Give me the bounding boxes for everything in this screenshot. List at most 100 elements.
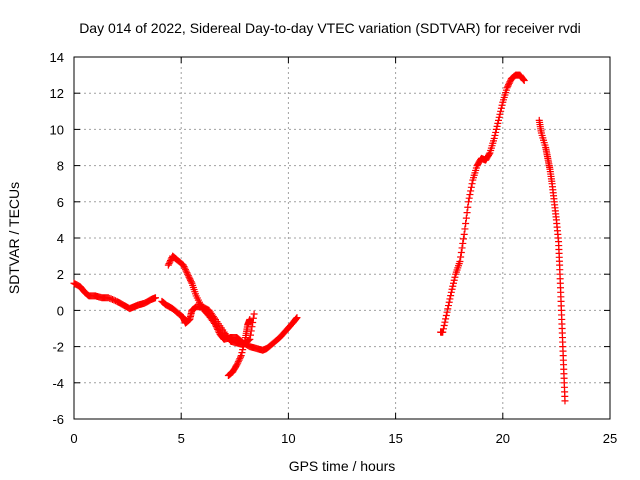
x-tick-label: 5 <box>178 431 185 446</box>
data-point <box>465 194 473 202</box>
x-axis-ticks: 0 5 10 15 20 25 <box>70 57 617 446</box>
data-point <box>492 128 500 136</box>
data-point <box>464 198 472 206</box>
series-segment-4 <box>224 315 254 380</box>
data-point <box>505 79 513 87</box>
data-point <box>213 324 221 332</box>
y-tick-label: -2 <box>52 340 64 355</box>
data-point <box>491 131 499 139</box>
data-point <box>450 276 458 284</box>
data-point <box>180 263 188 271</box>
data-point <box>184 272 192 280</box>
y-axis-label: SDTVAR / TECUs <box>6 182 22 294</box>
x-tick-label: 20 <box>496 431 510 446</box>
data-point <box>449 279 457 287</box>
data-point <box>447 292 455 300</box>
y-tick-label: 6 <box>57 195 64 210</box>
data-point <box>464 203 472 211</box>
data-point <box>184 270 192 278</box>
data-point <box>498 101 506 109</box>
series-segment-1 <box>70 279 159 313</box>
data-point <box>520 77 528 85</box>
data-point <box>462 220 470 228</box>
data-point <box>461 225 469 233</box>
data-point <box>234 359 242 367</box>
y-tick-label: 8 <box>57 159 64 174</box>
data-point <box>186 275 194 283</box>
data-point <box>448 285 456 293</box>
data-point <box>504 82 512 90</box>
data-point <box>236 355 244 363</box>
data-point <box>179 261 187 269</box>
data-point <box>250 310 258 318</box>
data-point <box>462 214 470 222</box>
data-point <box>459 239 467 247</box>
y-tick-label: 12 <box>50 86 64 101</box>
data-point <box>459 235 467 243</box>
data-point <box>246 315 254 323</box>
data-point <box>212 322 220 330</box>
y-axis-ticks: -6 -4 -2 0 2 4 6 8 10 12 14 <box>50 50 610 427</box>
data-point <box>166 257 174 265</box>
data-point <box>456 258 464 266</box>
data-point <box>239 346 247 354</box>
data-point <box>186 276 194 284</box>
data-point <box>187 278 195 286</box>
series-segment-6 <box>535 116 569 405</box>
data-point <box>466 191 474 199</box>
data-point <box>292 315 300 323</box>
data-point <box>440 321 448 329</box>
data-point <box>234 358 242 366</box>
data-point <box>182 267 190 275</box>
data-point <box>463 209 471 217</box>
data-point <box>237 353 245 361</box>
data-point <box>497 104 505 112</box>
y-tick-label: 0 <box>57 303 64 318</box>
data-point <box>467 183 475 191</box>
data-point <box>164 261 172 269</box>
data-point <box>496 110 504 118</box>
data-point <box>495 113 503 121</box>
data-point <box>520 76 528 84</box>
chart-grid <box>74 57 610 419</box>
x-axis-label: GPS time / hours <box>289 458 396 474</box>
data-point <box>238 349 246 357</box>
data-point <box>444 305 452 313</box>
data-point <box>505 81 513 89</box>
data-point <box>151 294 159 302</box>
data-point <box>457 253 465 261</box>
data-point <box>503 84 511 92</box>
data-point <box>460 230 468 238</box>
data-point <box>246 335 254 343</box>
data-point <box>240 340 248 348</box>
data-point <box>497 107 505 115</box>
data-point <box>468 180 476 188</box>
data-point <box>458 244 466 252</box>
data-point <box>446 295 454 303</box>
data-point <box>166 258 174 266</box>
data-point <box>442 312 450 320</box>
y-tick-label: 4 <box>57 231 64 246</box>
data-point <box>233 361 241 369</box>
data-point <box>212 321 220 329</box>
x-tick-label: 15 <box>388 431 402 446</box>
data-point <box>506 78 514 86</box>
series-segment-2 <box>158 297 258 349</box>
data-point <box>443 308 451 316</box>
data-point <box>444 302 452 310</box>
data-point <box>493 122 501 130</box>
data-point <box>239 343 247 351</box>
data-point <box>181 264 189 272</box>
chart-title: Day 014 of 2022, Sidereal Day-to-day VTE… <box>79 20 581 36</box>
data-point <box>185 273 193 281</box>
y-tick-label: -6 <box>52 412 64 427</box>
data-point <box>181 266 189 274</box>
x-tick-label: 25 <box>603 431 617 446</box>
data-point <box>561 397 569 405</box>
y-tick-label: 2 <box>57 267 64 282</box>
data-point <box>449 282 457 290</box>
y-tick-label: -4 <box>52 376 64 391</box>
y-tick-label: 10 <box>50 122 64 137</box>
data-point <box>457 248 465 256</box>
data-point <box>467 187 475 195</box>
